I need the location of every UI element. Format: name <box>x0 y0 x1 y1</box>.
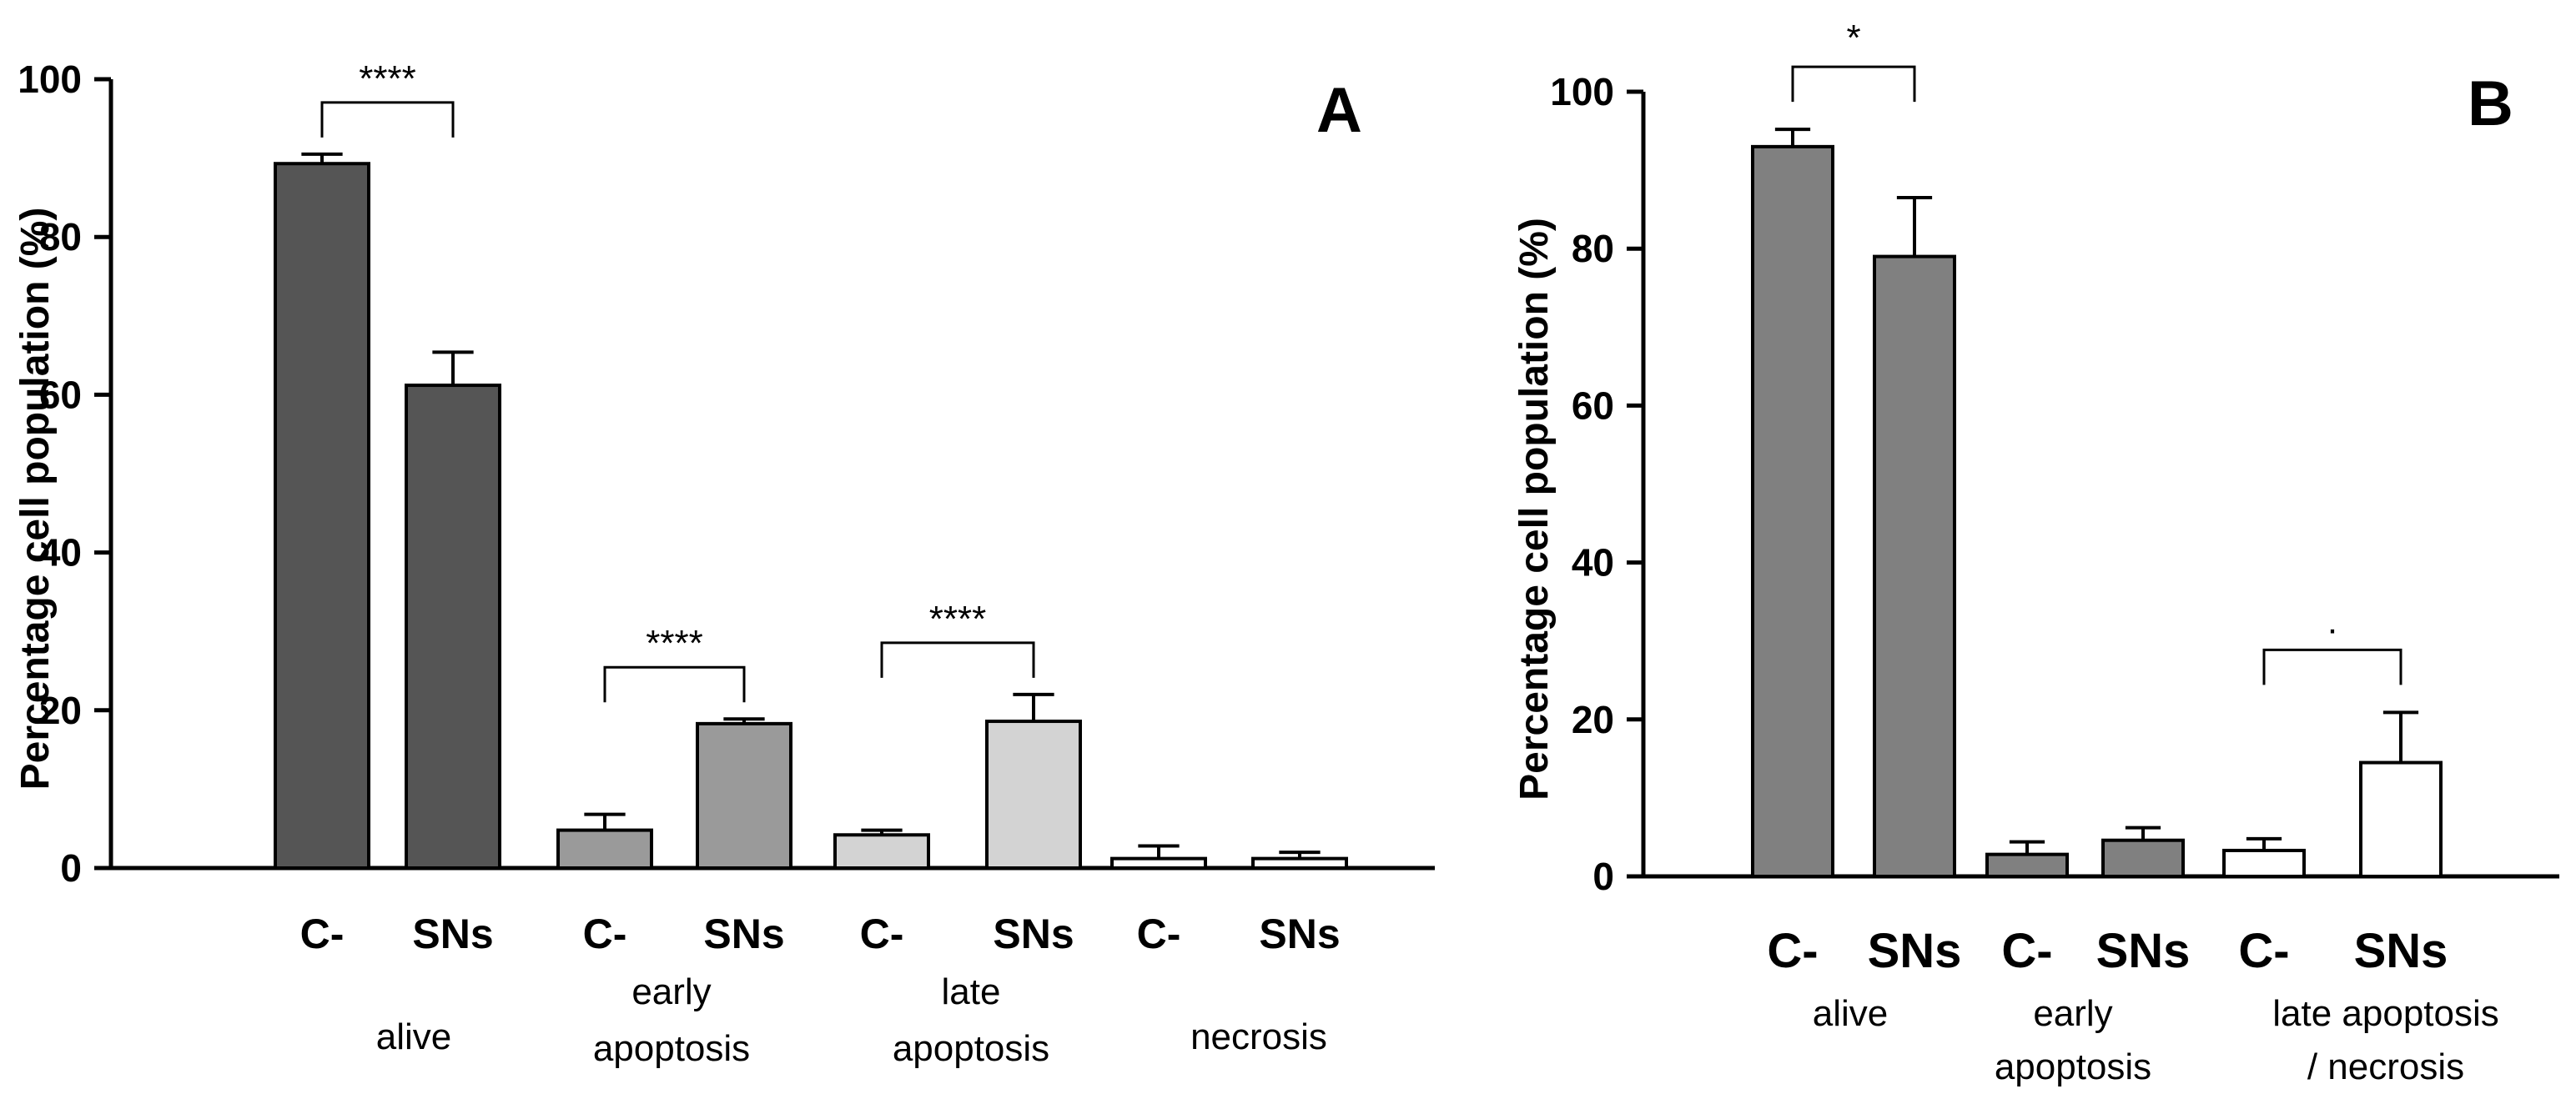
y-tick-label: 80 <box>1572 227 1614 270</box>
bar <box>556 828 653 870</box>
bar <box>2222 848 2306 879</box>
y-tick-label: 100 <box>18 58 82 101</box>
x-tick-label: SNs <box>2096 924 2191 978</box>
bar <box>1985 852 2069 878</box>
x-tick-label: SNs <box>412 911 493 957</box>
x-tick-label: C- <box>1767 924 1818 978</box>
bar-group: C- SNs late apoptosis **** <box>833 599 1082 1069</box>
bar-group: C- SNs late apoptosis / necrosis. <box>2222 600 2499 1087</box>
bar-group: C- SNs early apoptosis **** <box>556 623 792 1069</box>
x-tick-label: SNs <box>1259 911 1340 957</box>
significance-bracket <box>1791 65 1916 103</box>
bar <box>1873 254 1956 878</box>
y-tick-label: 100 <box>1550 70 1614 113</box>
bar <box>1251 856 1348 870</box>
y-tick-label: 0 <box>1592 855 1614 898</box>
group-label: apoptosis <box>893 1028 1049 1069</box>
panel-letter: A <box>1316 75 1362 146</box>
group-label: late apoptosis <box>2272 993 2499 1034</box>
group-label: / necrosis <box>2307 1046 2464 1087</box>
x-tick-label: SNs <box>1868 924 1962 978</box>
bar <box>985 720 1082 870</box>
y-tick-label: 0 <box>60 846 82 890</box>
bar-group: C- SNs alive **** <box>274 58 501 1057</box>
bar <box>2101 838 2185 878</box>
group-label: early <box>631 971 711 1012</box>
group-label: apoptosis <box>593 1028 750 1069</box>
significance-label: . <box>2327 600 2337 641</box>
y-tick-label: 60 <box>39 373 82 416</box>
significance-bracket <box>320 101 455 138</box>
bar <box>833 833 930 871</box>
panel-a: 0 20 40 60 80 100 Percentage cell population (… <box>13 58 1435 1069</box>
x-tick-label: C- <box>300 911 345 957</box>
significance-bracket <box>880 641 1035 678</box>
significance-bracket <box>2262 648 2402 685</box>
x-tick-label: SNs <box>993 911 1074 957</box>
bar-group: C- SNs alive * <box>1751 18 1962 1034</box>
significance-label: **** <box>929 599 987 640</box>
y-axis-title: Percentage cell population (%) <box>13 208 58 790</box>
y-tick-label: 20 <box>39 689 82 732</box>
x-tick-label: SNs <box>703 911 784 957</box>
bar <box>274 162 370 871</box>
bar <box>1751 144 1834 878</box>
significance-label: * <box>1846 18 1860 58</box>
y-tick-label: 80 <box>39 215 82 258</box>
significance-label: **** <box>359 58 416 99</box>
bar <box>2359 760 2443 878</box>
bar <box>1110 856 1207 870</box>
group-label: alive <box>376 1016 452 1057</box>
y-axis-title: Percentage cell population (%) <box>1512 218 1557 800</box>
panel-letter: B <box>2468 68 2513 139</box>
panel-b: 0 20 40 60 80 100 Percentage cell population (… <box>1512 18 2559 1087</box>
x-tick-label: C- <box>860 911 904 957</box>
group-label: alive <box>1813 993 1889 1034</box>
group-label: early <box>2033 993 2112 1034</box>
significance-label: **** <box>646 623 703 664</box>
x-tick-label: C- <box>2238 924 2289 978</box>
y-tick-label: 20 <box>1572 698 1614 741</box>
x-tick-label: SNs <box>2354 924 2448 978</box>
y-tick-label: 40 <box>1572 541 1614 585</box>
x-tick-label: C- <box>1137 911 1181 957</box>
group-label: apoptosis <box>1995 1046 2151 1087</box>
x-tick-label: C- <box>583 911 627 957</box>
significance-bracket <box>603 665 746 703</box>
x-tick-label: C- <box>2001 924 2052 978</box>
bar-group: C- SNs necrosis <box>1110 844 1348 1057</box>
y-tick-label: 60 <box>1572 384 1614 427</box>
bar <box>405 384 501 871</box>
bar-group: C- SNs early apoptosis <box>1985 826 2191 1087</box>
group-label: necrosis <box>1190 1016 1327 1057</box>
y-tick-label: 40 <box>39 531 82 575</box>
group-label: late <box>942 971 1001 1012</box>
bar <box>696 721 792 871</box>
